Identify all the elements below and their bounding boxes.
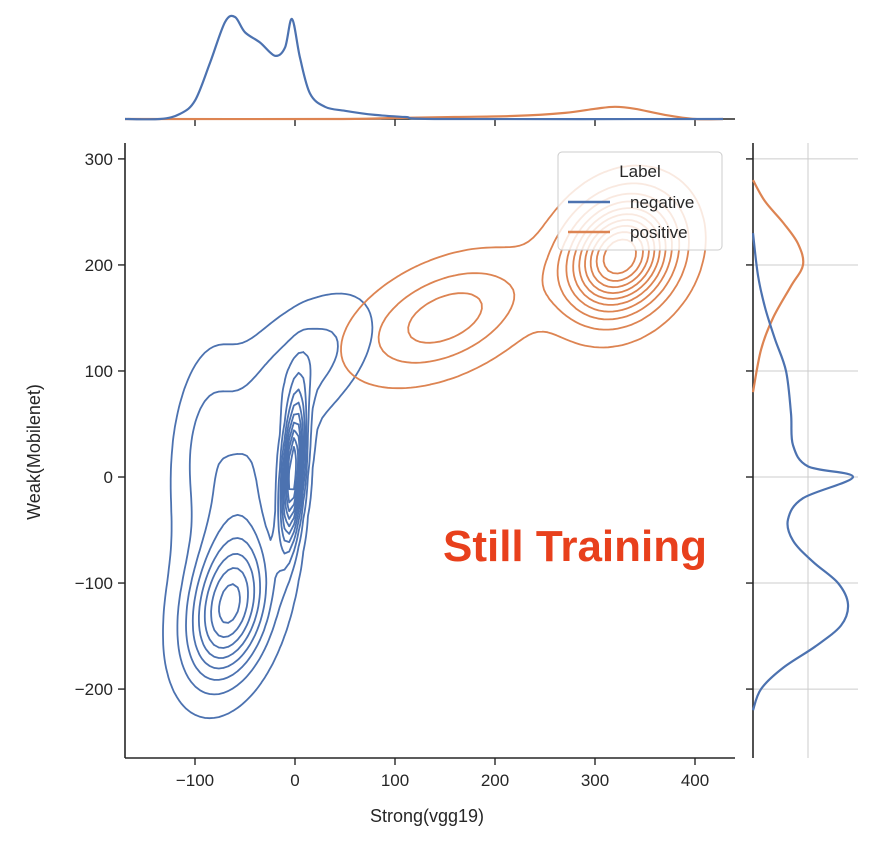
kde-contour-negative-level-3 [185,351,312,681]
top-marginal-curve-negative [124,14,724,121]
legend-frame [557,151,723,251]
kde-contour-negative-level-1 [162,292,374,720]
right-marginal-curve-positive [751,179,805,393]
kde-contour-negative-level-9 [285,429,301,513]
y-tick-label-0: −200 [75,680,113,699]
legend-title: Label [619,162,661,181]
kde-contour-negative-level-10 [286,437,299,504]
y-axis-label: Weak(Mobilenet) [24,384,44,520]
kde-contour-negative-level-4 [191,371,308,670]
legend-label-positive: positive [630,223,688,242]
legend-label-negative: negative [630,193,694,212]
kde-contour-negative-level-7 [210,412,303,638]
kde-contour-negative-level-11 [288,446,297,491]
x-tick-label-5: 400 [681,771,709,790]
x-tick-label-1: 0 [290,771,299,790]
y-tick-label-2: 0 [104,468,113,487]
top-marginal-curve-positive [124,105,724,121]
kde-contour-negative-level-6 [203,401,305,649]
kde-contour-negative-level-8 [218,421,302,624]
x-tick-label-0: −100 [176,771,214,790]
kde-contour-negative-level-2 [176,327,339,696]
kde-contours-negative [162,292,374,720]
x-tick-label-4: 300 [581,771,609,790]
x-tick-label-3: 200 [481,771,509,790]
x-tick-label-2: 100 [381,771,409,790]
y-tick-label-1: −100 [75,574,113,593]
y-tick-label-4: 200 [85,256,113,275]
y-tick-label-5: 300 [85,150,113,169]
kde-contour-negative-level-5 [198,388,306,659]
still-training-annotation: Still Training [443,522,707,571]
top-marginal-plot [124,14,735,126]
x-axis-label: Strong(vgg19) [370,806,484,826]
y-tick-label-3: 100 [85,362,113,381]
legend: Label negative positive [557,151,723,251]
main-axes: −100 0 100 200 300 400 −200 −100 0 100 200 300 [75,143,735,790]
right-marginal-plot [746,143,858,758]
right-marginal-curve-negative [751,232,855,711]
